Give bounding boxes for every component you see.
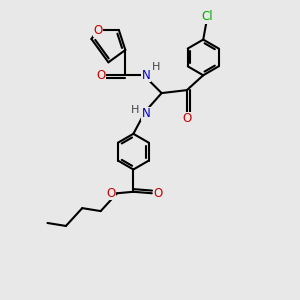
Text: O: O — [96, 69, 105, 82]
Text: H: H — [131, 105, 139, 115]
Text: O: O — [93, 24, 103, 37]
Text: O: O — [182, 112, 191, 125]
Text: N: N — [142, 69, 151, 82]
Text: H: H — [152, 62, 160, 72]
Text: N: N — [142, 107, 150, 120]
Text: O: O — [106, 187, 116, 200]
Text: Cl: Cl — [201, 10, 213, 23]
Text: O: O — [154, 187, 163, 200]
